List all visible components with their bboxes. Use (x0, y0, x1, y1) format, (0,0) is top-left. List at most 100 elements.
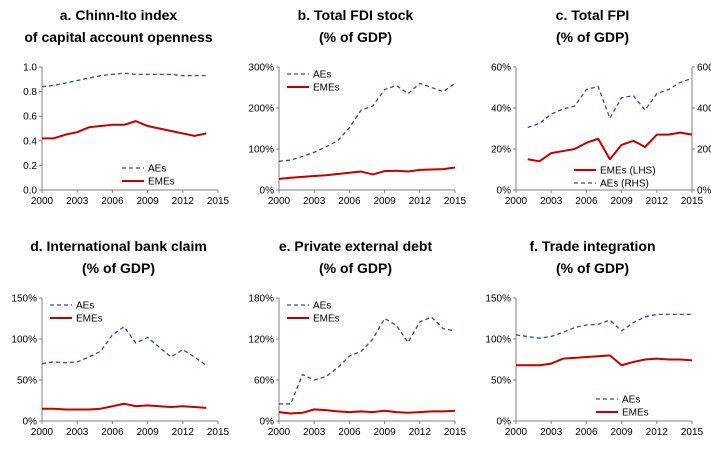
y-tick-label: 100% (11, 335, 37, 346)
x-tick-label: 2009 (373, 196, 396, 207)
x-tick-label: 2012 (409, 196, 432, 207)
x-tick-label: 2009 (610, 427, 633, 438)
x-tick-label: 2009 (136, 196, 159, 207)
chart-title: e. Private external debt (278, 238, 433, 254)
legend-label: EMEs (313, 314, 340, 325)
y-tick-label: 100% (485, 335, 511, 346)
x-tick-label: 2012 (172, 427, 195, 438)
y-tick-label: 20% (491, 145, 511, 156)
y-tick-label: 40% (491, 104, 511, 115)
chart-plot-f: 0% 50% 100% 150% 2000 2003 2006 2009 2012 2015 AEs… (485, 294, 704, 439)
y-tick-label: 300% (248, 63, 274, 74)
x-tick-label: 2006 (101, 196, 124, 207)
series-line-aes-rhs (527, 77, 693, 129)
x-tick-label: 2003 (66, 196, 89, 207)
y-tick-label: 0.6 (23, 112, 37, 123)
legend-label: AEs (148, 164, 166, 175)
x-tick-label: 2003 (540, 196, 563, 207)
x-tick-label: 2006 (101, 427, 124, 438)
series-line-aes (279, 316, 456, 405)
y-tick-label: 1.0 (23, 63, 37, 74)
chart-title: a. Chinn-Ito index (59, 7, 178, 23)
chart-subtitle: (% of GDP) (318, 260, 393, 276)
y-tick-label: 60% (491, 63, 511, 74)
legend-label: EMEs (76, 314, 103, 325)
legend-label: AEs (RHS) (600, 179, 649, 190)
series-line-emes (278, 166, 456, 180)
x-tick-label: 2000 (31, 427, 54, 438)
chart-subtitle: (% of GDP) (81, 260, 156, 276)
series-line-aes (278, 82, 456, 162)
x-tick-label: 2015 (444, 427, 467, 438)
y-tick-label: 150% (11, 294, 37, 305)
y-tick-label: 180% (248, 294, 274, 305)
chart-panel-a: a. Chinn-Ito index of capital account ope… (0, 0, 237, 231)
series-line-aes (41, 326, 207, 366)
series-line-aes (41, 72, 207, 88)
x-tick-label: 2000 (268, 196, 291, 207)
chart-panel-e: e. Private external debt (% of GDP) 0% 60% 1… (237, 231, 474, 462)
x-tick-label: 2003 (303, 196, 326, 207)
y-tick-label: 60% (254, 376, 274, 387)
x-tick-label: 2015 (681, 427, 704, 438)
series-line-emes-lhs (527, 131, 693, 163)
y-tick-label: 0% (23, 417, 38, 428)
chart-plot-a: 0.0 0.2 0.4 0.6 0.8 1.0 2000 2003 2006 2009 2012 20… (23, 63, 230, 208)
y-tick-label: 120% (248, 335, 274, 346)
legend-label: AEs (76, 301, 94, 312)
y-tick-label: 200% (248, 104, 274, 115)
chart-subtitle: (% of GDP) (555, 29, 630, 45)
x-tick-label: 2003 (303, 427, 326, 438)
legend-label: EMEs (313, 83, 340, 94)
y-tick-label: 150% (485, 294, 511, 305)
chart-panel-c: c. Total FPI (% of GDP) 0% 20% 40% 60% 0% 200% 4… (474, 0, 711, 231)
x-tick-label: 2015 (207, 196, 230, 207)
chart-subtitle: (% of GDP) (318, 29, 393, 45)
x-tick-label: 2009 (136, 427, 159, 438)
x-tick-label: 2012 (646, 427, 669, 438)
chart-panel-f: f. Trade integration (% of GDP) 0% 50% 100% 1… (474, 231, 711, 462)
chart-subtitle: (% of GDP) (555, 260, 630, 276)
y-tick-label: 50% (17, 376, 37, 387)
y-tick-label: 0.0 (23, 186, 37, 197)
chart-title: c. Total FPI (555, 7, 630, 23)
legend-label: AEs (313, 70, 331, 81)
y-tick-label: 0% (497, 417, 512, 428)
y-right-tick-label: 200% (697, 145, 711, 156)
chart-plot-b: 0% 100% 200% 300% 2000 2003 2006 2009 2012 2015 AE… (248, 63, 466, 208)
legend-label: EMEs (622, 408, 649, 419)
y-right-tick-label: 400% (697, 104, 711, 115)
y-tick-label: 0.4 (23, 136, 37, 147)
x-tick-label: 2006 (575, 196, 598, 207)
x-tick-label: 2000 (505, 427, 528, 438)
series-line-emes (516, 354, 693, 367)
chart-title: f. Trade integration (529, 238, 656, 254)
legend-label: AEs (622, 395, 640, 406)
chart-panel-d: d. International bank claim (% of GDP) 0% 5… (0, 231, 237, 462)
series-line-emes (42, 402, 207, 411)
y-tick-label: 0% (260, 417, 275, 428)
series-line-emes (278, 408, 456, 415)
x-tick-label: 2006 (338, 427, 361, 438)
series-line-emes (42, 120, 207, 140)
x-tick-label: 2000 (268, 427, 291, 438)
x-tick-label: 2009 (610, 196, 633, 207)
y-tick-label: 0.8 (23, 87, 37, 98)
chart-subtitle: of capital account openness (24, 29, 213, 45)
x-tick-label: 2015 (207, 427, 230, 438)
x-tick-label: 2015 (681, 196, 704, 207)
x-tick-label: 2006 (338, 196, 361, 207)
chart-title: b. Total FDI stock (297, 7, 414, 23)
x-tick-label: 2000 (505, 196, 528, 207)
series-line-aes (515, 313, 692, 339)
y-tick-label: 0% (260, 186, 275, 197)
legend-label: EMEs (148, 177, 175, 188)
chart-plot-c: 0% 20% 40% 60% 0% 200% 400% 600% 2000 2003 2006 200… (491, 63, 711, 208)
x-tick-label: 2003 (66, 427, 89, 438)
y-tick-label: 100% (248, 145, 274, 156)
chart-plot-d: 0% 50% 100% 150% 2000 2003 2006 2009 2012 2015 AEs… (11, 294, 230, 439)
y-right-tick-label: 0% (697, 186, 711, 197)
y-tick-label: 0% (497, 186, 512, 197)
chart-panel-b: b. Total FDI stock (% of GDP) 0% 100% 200% 30… (237, 0, 474, 231)
